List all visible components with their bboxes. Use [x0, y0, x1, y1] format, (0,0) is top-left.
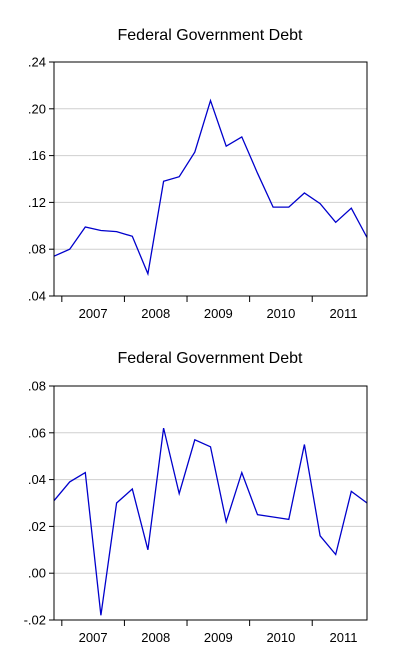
chart-1: Federal Government Debt .24 .20 .16 .12 .08.…: [28, 27, 368, 321]
chart-2-plot-frame: [53, 385, 368, 621]
y-tick-label: .16: [28, 148, 46, 163]
chart-2-title: Federal Government Debt: [118, 350, 304, 367]
x-tick-label: 2010: [266, 306, 295, 321]
chart-2: Federal Government Debt .08 .06 .04 .02 .00 -…: [24, 350, 368, 645]
y-tick-label: .08: [28, 379, 46, 394]
y-tick-label: .24: [28, 55, 46, 70]
y-tick-label: .04: [28, 472, 46, 487]
y-tick-label: .06: [28, 425, 46, 440]
chart-1-series-line: [53, 98, 368, 277]
chart-2-data-points: [54, 428, 367, 615]
chart-1-y-axis: .24 .20 .16 .12 .08 .04: [28, 55, 54, 304]
y-tick-label: .04: [28, 289, 46, 304]
chart-1-gridlines: [54, 108, 367, 250]
x-tick-label: 2011: [330, 630, 358, 645]
y-tick-label: .00: [28, 566, 46, 581]
chart-2-series-line: [53, 427, 368, 616]
x-tick-label: 2007: [79, 630, 108, 645]
chart-1-plot-frame: [53, 61, 368, 297]
y-tick-label: .02: [28, 519, 46, 534]
chart-1-title: Federal Government Debt: [118, 27, 304, 44]
x-tick-label: 2008: [141, 306, 170, 321]
y-tick-label: .08: [28, 242, 46, 257]
chart-1-data-points: [54, 101, 367, 274]
x-tick-label: 2008: [141, 630, 170, 645]
x-tick-label: 2009: [204, 306, 233, 321]
y-tick-label: .12: [28, 195, 46, 210]
chart-2-gridlines: [54, 432, 367, 574]
x-tick-label: 2011: [330, 306, 358, 321]
x-tick-label: 2010: [266, 630, 295, 645]
chart-2-y-axis: .08 .06 .04 .02 .00 -.02: [24, 379, 54, 628]
x-tick-label: 2007: [79, 306, 108, 321]
y-tick-label: .20: [28, 101, 46, 116]
chart-1-x-axis: 2007 2008 2009 2010 2011: [61, 296, 358, 321]
chart-2-x-axis: 2007 2008 2009 2010 2011: [61, 620, 358, 645]
y-tick-label: -.02: [24, 613, 46, 628]
x-tick-label: 2009: [204, 630, 233, 645]
